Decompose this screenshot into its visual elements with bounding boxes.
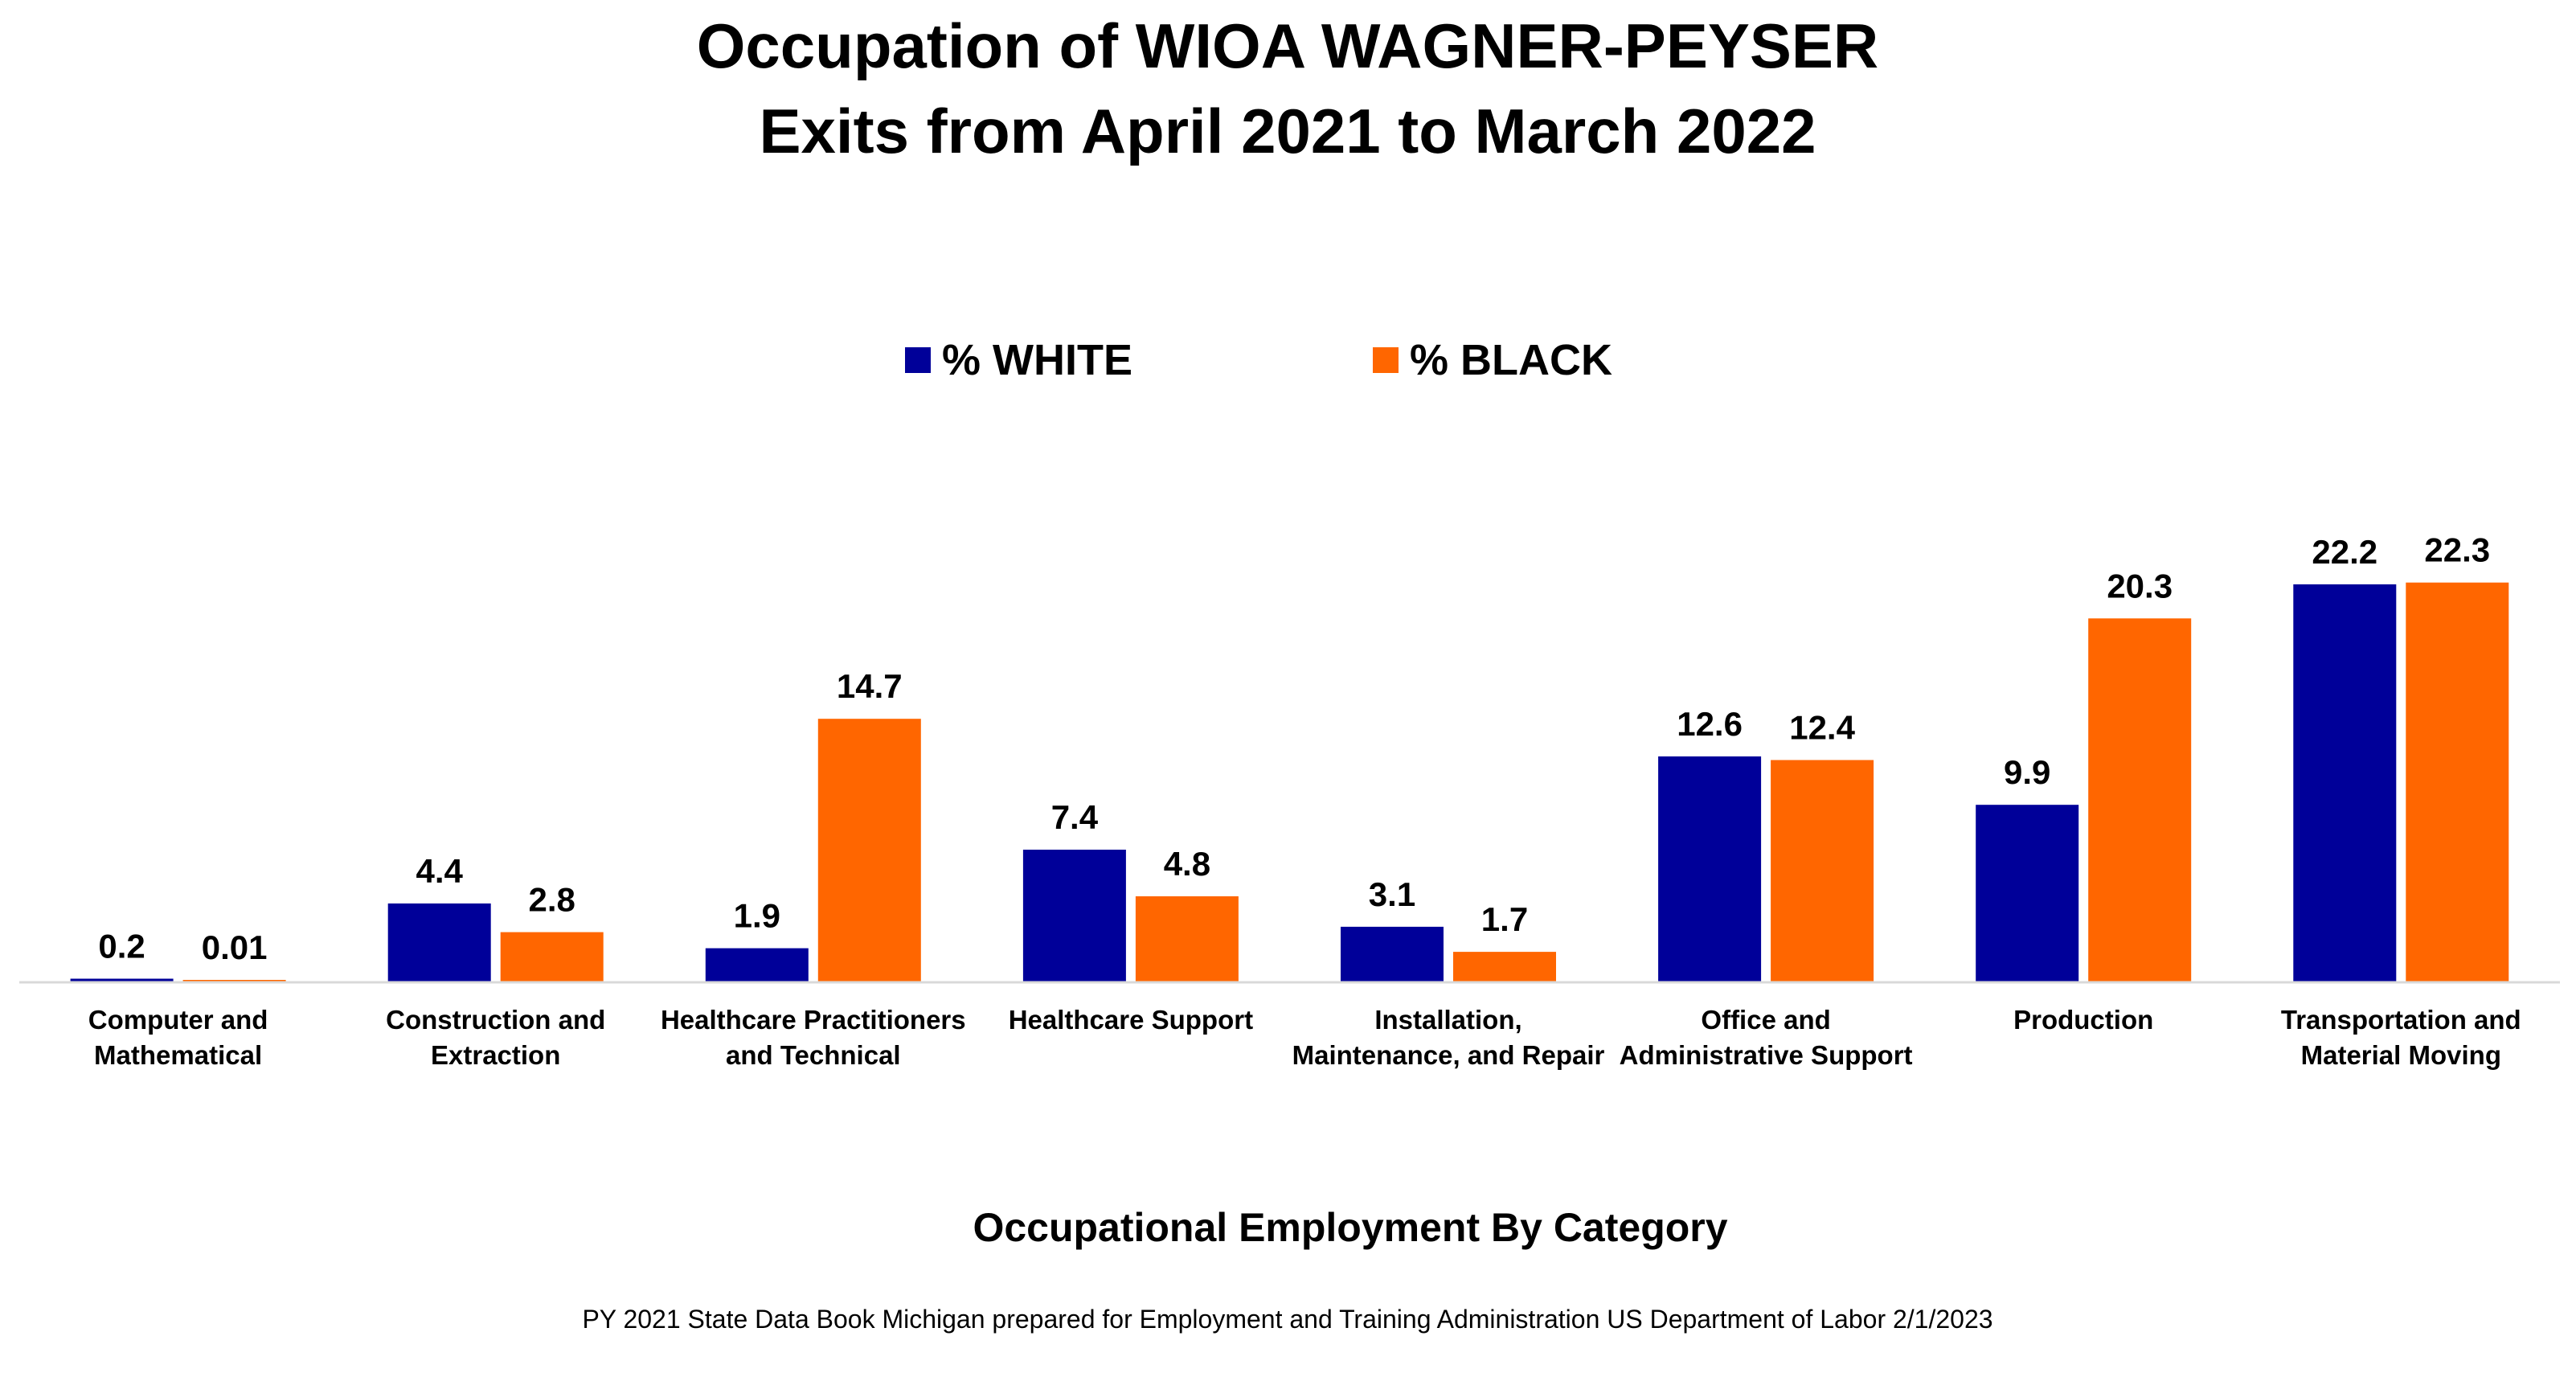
category-label-0-line-1: Mathematical <box>94 1040 262 1070</box>
category-label-3-line-0: Healthcare Support <box>1009 1005 1253 1035</box>
category-label-4-line-1: Maintenance, and Repair <box>1292 1040 1605 1070</box>
data-label-white-4: 3.1 <box>1369 875 1415 913</box>
bar-white-2 <box>705 948 809 982</box>
data-label-white-7: 22.2 <box>2312 533 2377 571</box>
data-label-black-5: 12.4 <box>1789 709 1855 747</box>
category-label-7-line-1: Material Moving <box>2301 1040 2501 1070</box>
bar-black-4 <box>1453 952 1556 982</box>
category-label-2-line-1: and Technical <box>726 1040 901 1070</box>
bar-white-4 <box>1341 926 1444 982</box>
data-label-white-3: 7.4 <box>1051 798 1099 836</box>
legend-label-black: % BLACK <box>1410 336 1612 384</box>
bar-black-1 <box>500 932 604 982</box>
data-label-white-5: 12.6 <box>1677 705 1743 743</box>
category-label-5-line-0: Office and <box>1701 1005 1830 1035</box>
chart-title-line-2: Exits from April 2021 to March 2022 <box>760 96 1816 166</box>
bar-white-7 <box>2293 584 2397 982</box>
bar-white-6 <box>1976 805 2079 982</box>
bar-black-7 <box>2406 582 2509 982</box>
bar-group <box>70 582 2509 982</box>
data-label-white-2: 1.9 <box>734 897 780 935</box>
category-label-6-line-0: Production <box>2013 1005 2153 1035</box>
data-label-black-6: 20.3 <box>2107 567 2173 604</box>
data-label-black-4: 1.7 <box>1481 900 1528 938</box>
bar-black-6 <box>2088 618 2192 982</box>
data-label-black-1: 2.8 <box>529 881 575 919</box>
data-label-white-6: 9.9 <box>2004 753 2050 791</box>
data-label-black-0: 0.01 <box>202 928 268 966</box>
category-label-1-line-1: Extraction <box>431 1040 560 1070</box>
bar-white-5 <box>1658 756 1762 982</box>
data-label-black-2: 14.7 <box>837 667 903 705</box>
x-axis-title: Occupational Employment By Category <box>973 1205 1727 1250</box>
chart-title-line-1: Occupation of WIOA WAGNER-PEYSER <box>697 10 1879 81</box>
chart-legend: % WHITE % BLACK <box>905 336 1612 384</box>
category-label-2-line-0: Healthcare Practitioners <box>661 1005 966 1035</box>
source-note: PY 2021 State Data Book Michigan prepare… <box>582 1305 1992 1334</box>
bar-black-5 <box>1771 760 1874 982</box>
bar-black-2 <box>817 719 921 982</box>
category-label-1-line-0: Construction and <box>386 1005 605 1035</box>
data-label-group: 0.2 0.01 4.4 2.8 1.9 14.7 7.4 4.8 3.1 1.7 12.6 12.4… <box>98 531 2490 966</box>
data-label-white-0: 0.2 <box>98 928 145 965</box>
data-label-black-7: 22.3 <box>2424 531 2490 569</box>
category-label-4-line-0: Installation, <box>1374 1005 1521 1035</box>
bar-white-1 <box>387 903 491 982</box>
data-label-black-3: 4.8 <box>1164 845 1210 883</box>
category-label-7-line-0: Transportation and <box>2281 1005 2521 1035</box>
category-label-group: Computer and Mathematical Construction and… <box>88 1005 2521 1070</box>
legend-swatch-black <box>1373 347 1399 373</box>
bar-white-3 <box>1022 850 1126 982</box>
bar-black-3 <box>1135 896 1239 982</box>
category-label-5-line-1: Administrative Support <box>1620 1040 1913 1070</box>
legend-label-white: % WHITE <box>942 336 1132 384</box>
data-label-white-1: 4.4 <box>416 852 464 890</box>
bar-white-0 <box>70 978 174 982</box>
legend-swatch-white <box>905 347 931 373</box>
category-label-0-line-0: Computer and <box>88 1005 268 1035</box>
